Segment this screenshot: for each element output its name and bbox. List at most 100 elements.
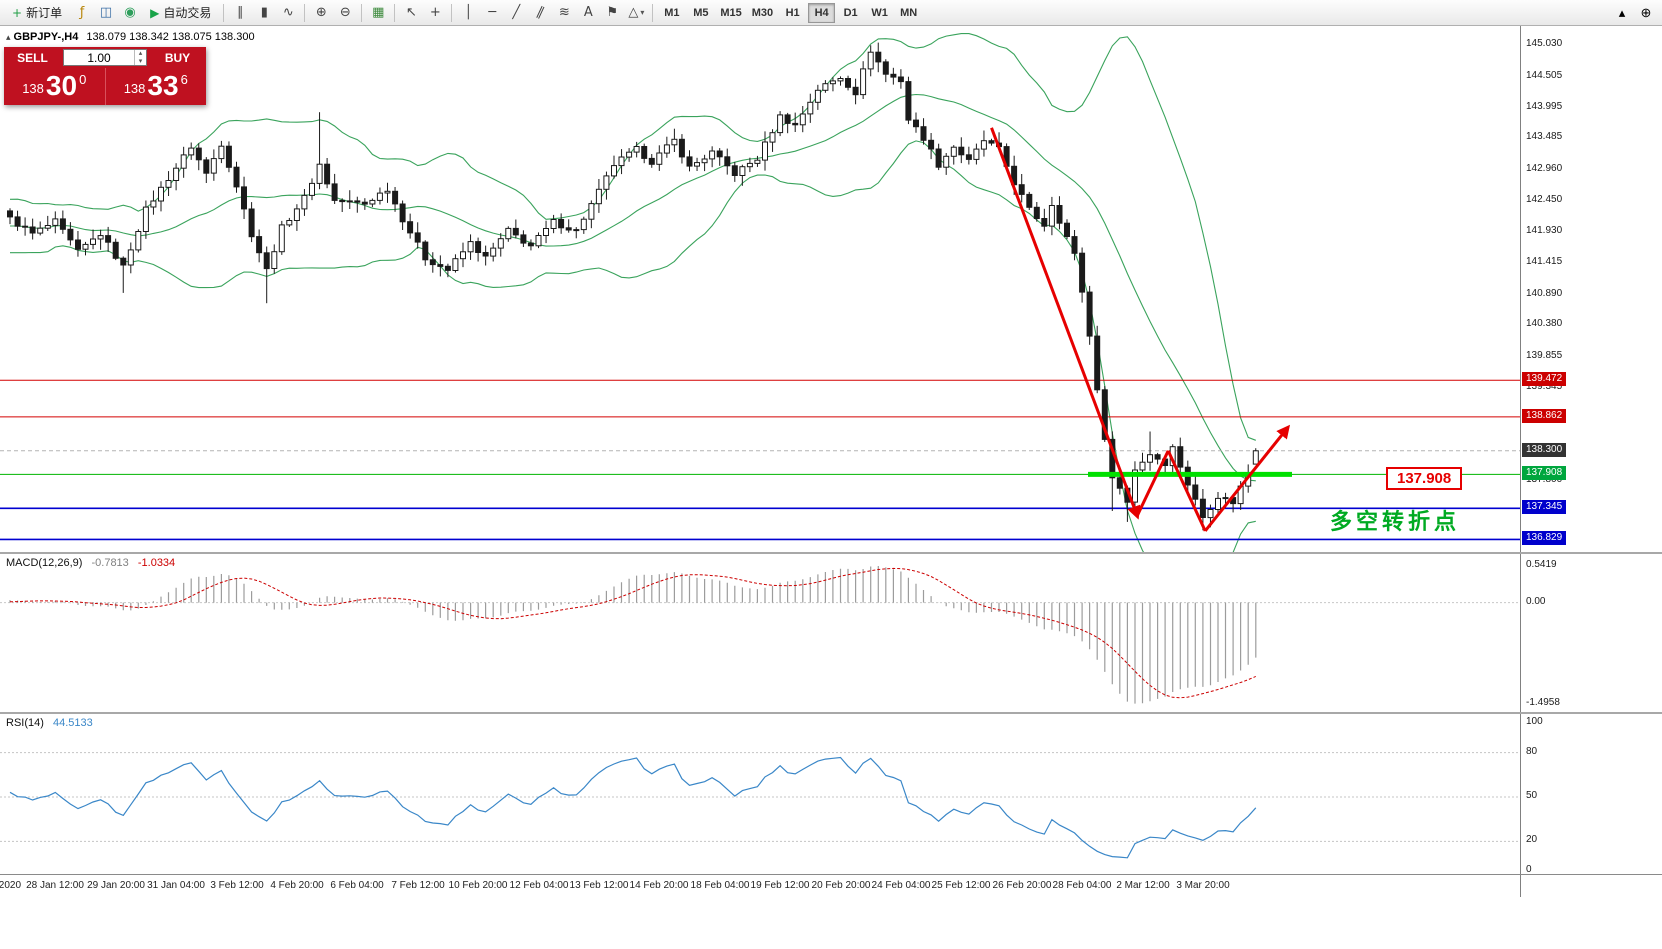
time-axis-label: 3 Mar 20:00 — [1176, 880, 1230, 891]
price-tag-136.829: 136.829 — [1522, 531, 1567, 545]
time-axis-label: 20 Feb 20:00 — [811, 880, 871, 891]
sell-price-button[interactable]: 138 30 0 — [4, 68, 106, 105]
cursor-icon[interactable]: ↖ — [399, 2, 423, 24]
fibonacci-icon[interactable]: ≋ — [552, 2, 576, 24]
label-flag-icon[interactable]: ⚑ — [600, 2, 624, 24]
equidistant-channel-icon[interactable]: ∥ — [528, 2, 552, 24]
price-axis-label: 142.960 — [1526, 163, 1563, 174]
macd-signal-value: -1.0334 — [137, 557, 176, 569]
rsi-panel-canvas[interactable] — [0, 714, 1520, 874]
time-axis-separator — [0, 874, 1662, 875]
chart-window-icon[interactable]: ◫ — [94, 2, 118, 24]
cursor-glyph-icon: ↖ — [405, 5, 417, 20]
timeframe-mn-button[interactable]: MN — [900, 6, 918, 19]
macd-panel-canvas[interactable] — [0, 554, 1520, 712]
timeframe-h1-button[interactable]: H1 — [785, 6, 800, 19]
timeframe-w1-button[interactable]: W1 — [871, 6, 888, 19]
price-axis-label: 143.995 — [1526, 101, 1563, 112]
equidistant-channel-glyph-icon: ∥ — [534, 4, 547, 21]
macd-value: -0.7813 — [91, 557, 129, 569]
candlestick-chart-icon[interactable]: ▮ — [252, 2, 276, 24]
candlestick-chart-glyph-icon: ▮ — [260, 5, 268, 20]
time-axis-label: 18 Feb 04:00 — [690, 880, 750, 891]
market-watch-icon[interactable]: ◉ — [118, 2, 142, 24]
ask-price-sup: 6 — [180, 72, 188, 87]
buy-button[interactable]: BUY — [164, 50, 191, 65]
time-axis-label: 2 Mar 12:00 — [1116, 880, 1170, 891]
toolbar-left-group: + 新订单 ƒ ◫ ◉ ▶ 自动交易 ∥ ▮ ∿ ⊕ ⊖ ▦ ↖ + │ ─ ╱ ∥ ≋ A ⚑ △ ▾ — [4, 0, 657, 25]
timeframe-m1-button[interactable]: M1 — [664, 6, 680, 19]
scroll-up-icon[interactable]: ▴ — [1618, 4, 1626, 20]
vertical-line-icon[interactable]: │ — [456, 2, 480, 24]
macd-axis-label: 0.5419 — [1526, 559, 1557, 570]
horizontal-line-icon[interactable]: ─ — [480, 2, 504, 24]
price-tag-138.300: 138.300 — [1522, 443, 1567, 457]
time-axis-label: 27 Jan 2020 — [0, 880, 22, 891]
rsi-value: 44.5133 — [52, 717, 93, 729]
toolbar-separator — [394, 3, 396, 22]
volume-up-icon[interactable]: ▴ — [138, 50, 143, 57]
search-zoom-icon[interactable]: ⊕ — [1640, 4, 1652, 20]
timeframe-m5-button[interactable]: M5 — [693, 6, 709, 19]
line-chart-icon[interactable]: ∿ — [276, 2, 300, 24]
zoom-in-icon[interactable]: ⊕ — [309, 2, 333, 24]
time-axis-label: 25 Feb 12:00 — [931, 880, 991, 891]
toolbar-right-group: ▴ ⊕ — [1610, 0, 1658, 25]
time-axis-label: 26 Feb 20:00 — [992, 880, 1052, 891]
trendline-icon[interactable]: ╱ — [504, 2, 528, 24]
indicator-list-icon[interactable]: ƒ — [70, 2, 94, 24]
macd-label: MACD(12,26,9) -0.7813 -1.0334 — [6, 557, 175, 569]
price-axis-label: 139.345 — [1526, 381, 1563, 392]
new-order-glyph-icon: + — [12, 5, 23, 20]
ask-price-big: 33 — [147, 70, 179, 101]
time-axis-label: 31 Jan 04:00 — [147, 880, 205, 891]
macd-name: MACD(12,26,9) — [6, 557, 83, 569]
volume-value[interactable]: 1.00 — [87, 51, 111, 65]
market-watch-glyph-icon: ◉ — [124, 5, 136, 20]
ask-price-main: 138 — [123, 81, 146, 96]
price-axis[interactable]: 145.030 144.505 143.995 143.485 142.960 142.4… — [1520, 26, 1662, 897]
timeframe-h4-button[interactable]: H4 — [808, 2, 836, 23]
price-callout[interactable]: 137.908 — [1386, 467, 1463, 490]
new-order-button[interactable]: + 新订单 — [4, 2, 70, 24]
bar-chart-icon[interactable]: ∥ — [228, 2, 252, 24]
text-glyph-icon: A — [583, 5, 593, 20]
panel-separator[interactable] — [0, 552, 1662, 554]
sell-button[interactable]: SELL — [17, 50, 48, 65]
rsi-axis-label: 50 — [1526, 790, 1538, 801]
text-icon[interactable]: A — [576, 2, 600, 24]
turning-point-annotation[interactable]: 多空转折点 — [1330, 510, 1461, 535]
price-axis-label: 140.890 — [1526, 288, 1563, 299]
price-axis-label: 145.030 — [1526, 38, 1563, 49]
line-chart-glyph-icon: ∿ — [282, 5, 294, 20]
zoom-out-glyph-icon: ⊖ — [339, 5, 351, 20]
crosshair-icon[interactable]: + — [423, 2, 447, 24]
shapes-caret-icon: ▾ — [640, 8, 645, 17]
time-axis-label: 3 Feb 12:00 — [210, 880, 264, 891]
zoom-in-glyph-icon: ⊕ — [315, 5, 327, 20]
volume-field[interactable]: 1.00 ▴ ▾ — [63, 49, 147, 66]
time-axis-label: 19 Feb 12:00 — [750, 880, 810, 891]
bid-price-sup: 0 — [79, 72, 87, 87]
price-chart-canvas[interactable] — [0, 26, 1520, 552]
rsi-axis-label: 80 — [1526, 746, 1538, 757]
autotrading-button[interactable]: ▶ 自动交易 — [142, 2, 219, 24]
panel-separator[interactable] — [0, 712, 1662, 714]
time-axis-label: 29 Jan 20:00 — [87, 880, 145, 891]
timeframe-m15-button[interactable]: M15 — [720, 6, 742, 19]
chart-window-glyph-icon: ◫ — [99, 5, 113, 20]
zoom-out-icon[interactable]: ⊖ — [333, 2, 357, 24]
toolbar-separator — [451, 3, 453, 22]
timeframe-d1-button[interactable]: D1 — [843, 6, 858, 19]
timeframe-m30-button[interactable]: M30 — [751, 6, 774, 19]
tile-windows-icon[interactable]: ▦ — [366, 2, 390, 24]
buy-price-button[interactable]: 138 33 6 — [106, 68, 207, 105]
new-order-label: 新订单 — [26, 6, 63, 20]
shapes-icon[interactable]: △ ▾ — [624, 2, 648, 24]
volume-down-icon[interactable]: ▾ — [138, 58, 143, 65]
trendline-glyph-icon: ╱ — [512, 5, 521, 20]
time-axis-label: 10 Feb 20:00 — [448, 880, 508, 891]
toolbar-separator — [652, 3, 654, 22]
price-axis-label: 143.485 — [1526, 131, 1563, 142]
